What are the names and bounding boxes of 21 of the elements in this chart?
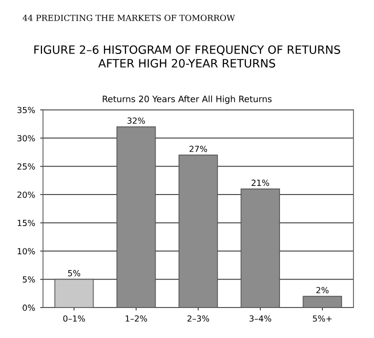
y-tick-label: 20%	[17, 192, 35, 198]
data-label: 5%	[68, 270, 80, 276]
y-tick-label: 25%	[17, 163, 35, 170]
y-tick-label: 30%	[17, 135, 35, 142]
x-tick-label: 5%+	[312, 315, 332, 322]
data-label: 27%	[190, 146, 208, 152]
y-tick-label: 0%	[22, 304, 35, 311]
y-tick-label: 5%	[22, 276, 35, 283]
y-tick-label: 15%	[18, 220, 35, 226]
text: 44 PREDICTING THE MARKETS OF TOMORROW	[22, 14, 235, 22]
chart-subtitle: Returns 20 Years After All High Returns	[102, 95, 272, 104]
y-tick-label: 35%	[17, 106, 35, 114]
x-tick-label: 2–3%	[187, 315, 210, 322]
x-tick-label: 0–1%	[63, 315, 85, 322]
data-label: 32%	[128, 117, 145, 124]
y-tick-label: 10%	[18, 248, 35, 254]
chart-title: FIGURE 2–6 HISTOGRAM OF FREQUENCY OF RETURNS AFTER HIGH 20-YEAR RETURNS	[34, 45, 340, 68]
x-tick-label: 3–4%	[250, 315, 272, 322]
data-label: 2%	[316, 286, 329, 294]
x-tick-label: 1–2%	[126, 315, 148, 322]
data-label: 21%	[252, 180, 270, 186]
